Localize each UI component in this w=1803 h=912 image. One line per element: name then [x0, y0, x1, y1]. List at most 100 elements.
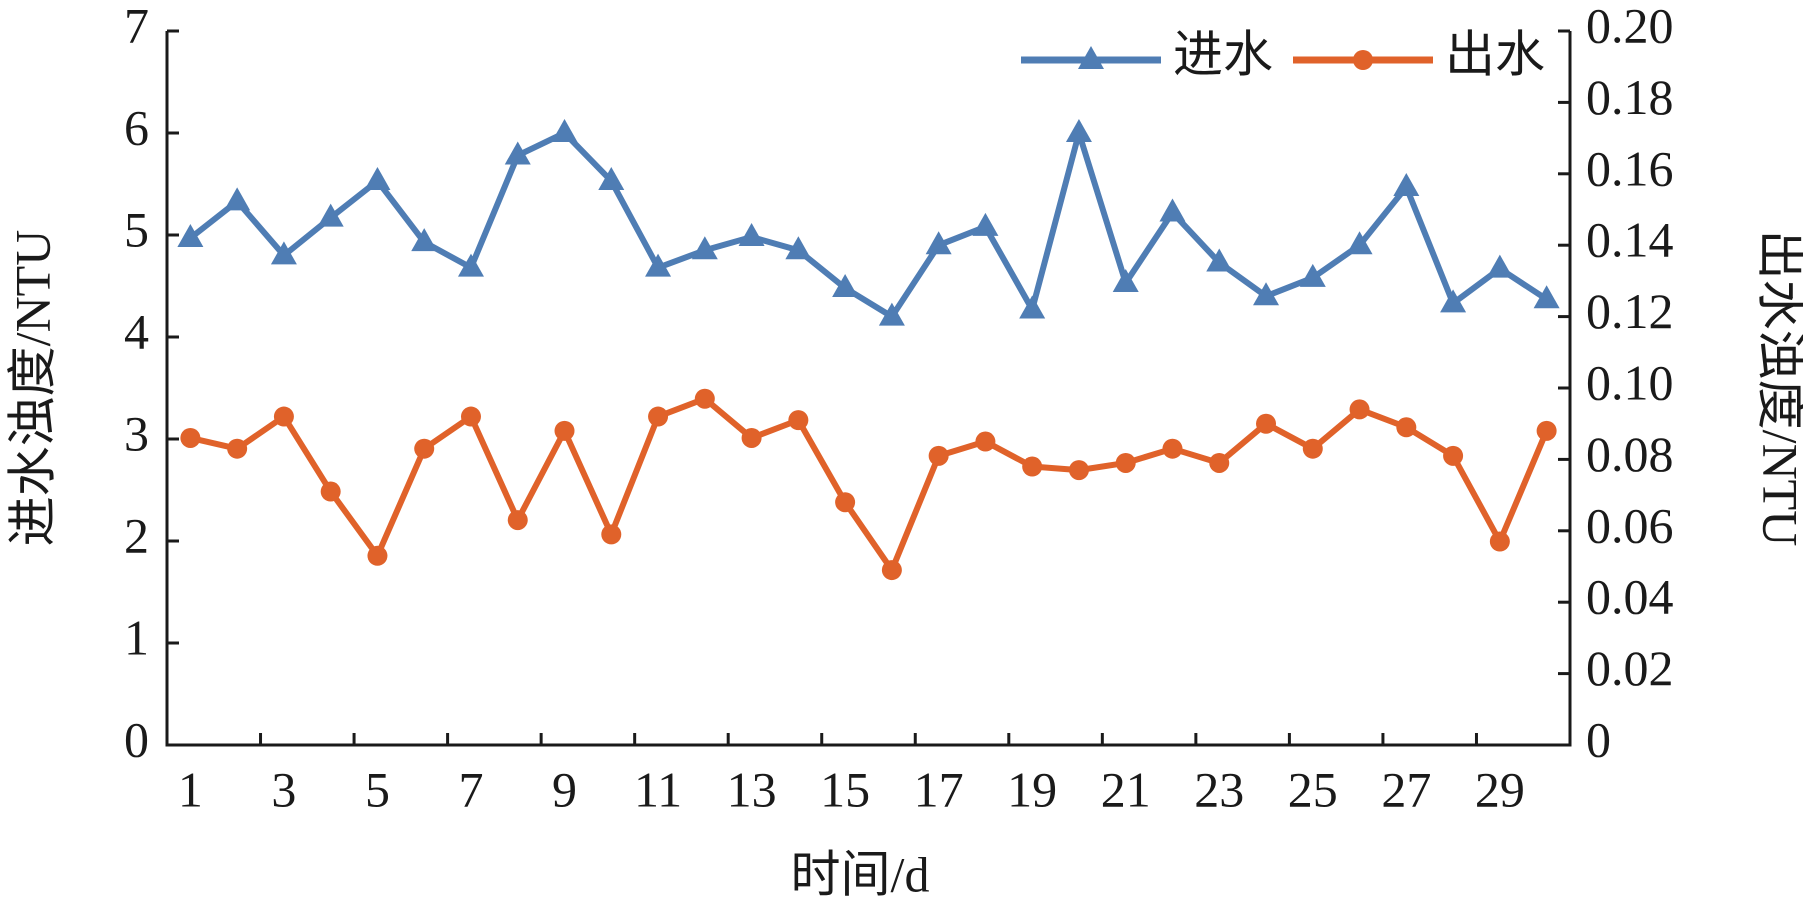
y-tick-label: 6 [124, 99, 149, 155]
data-point [1022, 456, 1043, 477]
y-axis-label: 进水浊度/NTU [4, 230, 60, 547]
data-point [648, 406, 669, 427]
x-tick-label: 23 [1194, 761, 1244, 817]
data-point [691, 236, 718, 260]
data-point [1159, 198, 1186, 222]
data-point [972, 212, 999, 236]
y2-tick-label: 0.08 [1586, 426, 1674, 482]
data-point [738, 223, 765, 247]
data-point [881, 560, 902, 581]
y-tick-label: 4 [124, 303, 149, 359]
data-point [554, 420, 575, 441]
x-tick-label: 1 [178, 761, 203, 817]
x-tick-label: 7 [458, 761, 483, 817]
data-point [1533, 285, 1560, 309]
y-tick-label: 1 [124, 609, 149, 665]
x-tick-label: 9 [552, 761, 577, 817]
x-tick-label: 29 [1475, 761, 1525, 817]
series-line [189, 395, 1550, 574]
x-axis-label: 时间/d [791, 846, 930, 902]
y2-tick-label: 0.04 [1586, 569, 1674, 625]
x-tick-label: 5 [365, 761, 390, 817]
data-point [694, 388, 715, 409]
y2-tick-label: 0.20 [1586, 0, 1674, 53]
data-point [180, 427, 201, 448]
x-tick-label: 25 [1288, 761, 1338, 817]
data-point [367, 545, 388, 566]
data-point [1489, 531, 1510, 552]
data-point [835, 492, 856, 513]
y-tick-label: 3 [124, 405, 149, 461]
data-point [1393, 173, 1420, 197]
data-point [1019, 295, 1046, 319]
data-point [504, 141, 531, 165]
x-tick-label: 3 [271, 761, 296, 817]
y2-tick-label: 0.18 [1586, 69, 1674, 125]
data-point [788, 410, 809, 431]
data-point [925, 231, 952, 255]
data-point [411, 228, 438, 252]
legend-marker [1353, 50, 1373, 70]
data-point [1349, 399, 1370, 420]
y-tick-label: 2 [124, 507, 149, 563]
data-point [832, 274, 859, 298]
data-point [1443, 445, 1464, 466]
data-point [1253, 282, 1280, 306]
data-point [317, 203, 344, 227]
data-point [1068, 460, 1089, 481]
data-point [1162, 438, 1183, 459]
legend-label: 出水 [1445, 26, 1545, 82]
data-point [1396, 417, 1417, 438]
y2-tick-label: 0 [1586, 711, 1611, 767]
y2-tick-label: 0.06 [1586, 497, 1674, 553]
x-tick-label: 13 [727, 761, 777, 817]
data-point [457, 253, 484, 277]
legend-label: 进水 [1173, 26, 1273, 82]
y2-tick-label: 0.10 [1586, 354, 1674, 410]
data-point [1536, 420, 1557, 441]
axis-line [165, 31, 1572, 747]
data-point [551, 119, 578, 142]
data-point [177, 224, 204, 248]
data-point [1299, 263, 1326, 287]
x-tick-label: 19 [1007, 761, 1057, 817]
data-point [645, 253, 672, 277]
data-point [1302, 438, 1323, 459]
data-point [1206, 248, 1233, 272]
y2-tick-label: 0.16 [1586, 140, 1674, 196]
data-point [1486, 254, 1513, 278]
y-tick-label: 7 [124, 0, 149, 53]
data-point [975, 431, 996, 452]
y2-axis-label: 出水浊度/NTU [1753, 230, 1803, 547]
y2-tick-label: 0.02 [1586, 640, 1674, 696]
data-point [320, 481, 341, 502]
data-point [364, 166, 391, 190]
data-point [1346, 231, 1373, 255]
data-point [1209, 452, 1230, 473]
data-point [1256, 413, 1277, 434]
x-tick-label: 17 [914, 761, 964, 817]
data-point [460, 406, 481, 427]
data-point [507, 510, 528, 531]
x-tick-label: 27 [1381, 761, 1431, 817]
data-point [1065, 119, 1092, 142]
data-point [1440, 289, 1467, 313]
data-point [741, 427, 762, 448]
data-point [227, 438, 248, 459]
y2-tick-label: 0.12 [1586, 283, 1674, 339]
y-tick-label: 0 [124, 711, 149, 767]
data-point [785, 236, 812, 260]
y2-tick-label: 0.14 [1586, 212, 1674, 268]
x-tick-label: 11 [634, 761, 682, 817]
y-tick-label: 5 [124, 201, 149, 257]
data-point [928, 445, 949, 466]
data-point [878, 302, 905, 326]
data-point [414, 438, 435, 459]
data-point [601, 524, 622, 545]
data-point [1115, 452, 1136, 473]
data-point [273, 406, 294, 427]
series-line [188, 130, 1549, 320]
x-tick-label: 15 [820, 761, 870, 817]
